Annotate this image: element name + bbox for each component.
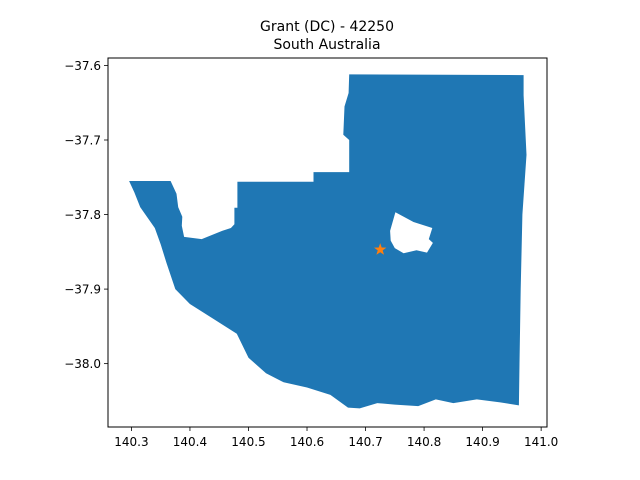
x-tick-label: 140.6 bbox=[290, 435, 324, 449]
x-tick-label: 140.8 bbox=[407, 435, 441, 449]
x-tick-label: 140.5 bbox=[231, 435, 265, 449]
x-tick-label: 140.7 bbox=[348, 435, 382, 449]
x-tick-label: 140.3 bbox=[114, 435, 148, 449]
axes-frame bbox=[107, 57, 548, 428]
y-tick-label: −38.0 bbox=[64, 357, 101, 371]
x-axis: 140.3 140.4 140.5 140.6 140.7 140.8 140.9 141.0 bbox=[114, 427, 558, 449]
x-tick-label: 141.0 bbox=[524, 435, 558, 449]
district-region bbox=[129, 74, 527, 409]
y-axis: −37.6 −37.7 −37.8 −37.9 −38.0 bbox=[64, 59, 108, 371]
x-tick-label: 140.9 bbox=[465, 435, 499, 449]
y-tick-label: −37.9 bbox=[64, 283, 101, 297]
map-subtitle: South Australia bbox=[273, 37, 380, 53]
location-star-marker bbox=[374, 243, 387, 255]
y-tick-label: −37.6 bbox=[64, 59, 101, 73]
map-title: Grant (DC) - 42250 bbox=[260, 19, 394, 35]
y-tick-label: −37.7 bbox=[64, 134, 101, 148]
y-tick-label: −37.8 bbox=[64, 208, 101, 222]
x-tick-label: 140.4 bbox=[173, 435, 207, 449]
